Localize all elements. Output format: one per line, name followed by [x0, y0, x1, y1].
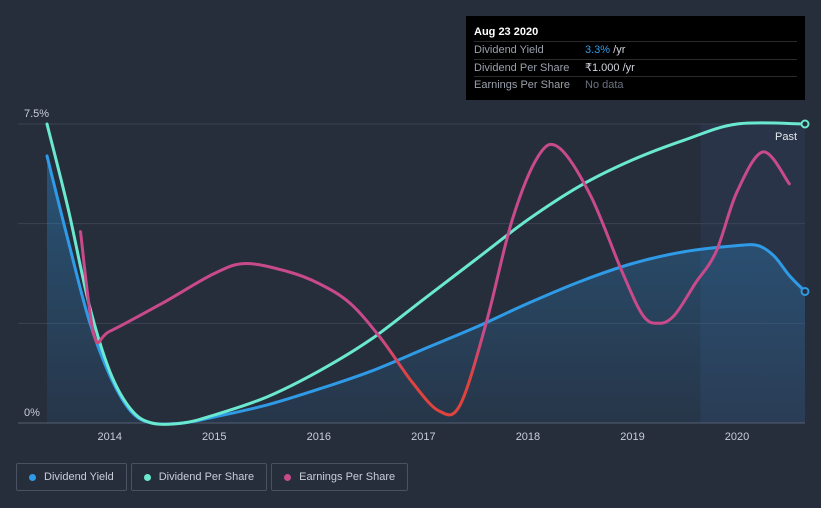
tooltip-label: Dividend Per Share: [474, 61, 570, 74]
series-line-dividend-per-share: [45, 121, 807, 426]
tooltip-row-dividend-yield: Dividend Yield 3.3% /yr: [474, 41, 797, 59]
legend-item-dividend-yield[interactable]: Dividend Yield: [16, 463, 127, 491]
past-label: Past: [775, 131, 797, 143]
series-area-dividend-yield: [47, 155, 805, 425]
legend-item-dividend-per-share[interactable]: Dividend Per Share: [130, 463, 268, 491]
series-end-marker: [800, 119, 810, 129]
tooltip-row-earnings-per-share: Earnings Per Share No data: [474, 76, 797, 94]
tooltip-row-dividend-per-share: Dividend Per Share ₹1.000 /yr: [474, 58, 797, 77]
tooltip-label: Dividend Yield: [474, 44, 544, 56]
tooltip-value: ₹1.000 /yr: [585, 61, 635, 74]
x-tick-label: 2016: [307, 431, 331, 443]
x-tick-label: 2017: [411, 431, 435, 443]
x-tick-label: 2015: [202, 431, 226, 443]
tooltip-value: No data: [585, 79, 624, 91]
legend-label: Earnings Per Share: [299, 471, 396, 483]
legend-dot-icon: [29, 473, 36, 481]
tooltip-value: 3.3% /yr: [585, 44, 626, 56]
tooltip: Aug 23 2020 Dividend Yield 3.3% /yr Divi…: [466, 16, 805, 100]
tooltip-label: Earnings Per Share: [474, 79, 570, 91]
legend-dot-icon: [284, 473, 292, 481]
series-end-marker: [800, 286, 810, 296]
y-tick-label: 0%: [24, 407, 40, 419]
legend: Dividend Yield Dividend Per Share Earnin…: [16, 463, 409, 491]
legend-dot-icon: [143, 473, 151, 481]
y-tick-label: 7.5%: [24, 108, 49, 120]
series-line-earnings-per-share: [79, 142, 791, 417]
x-tick-label: 2014: [97, 431, 121, 443]
x-tick-label: 2020: [725, 431, 749, 443]
legend-label: Dividend Yield: [44, 471, 114, 483]
x-tick-label: 2018: [516, 431, 540, 443]
x-tick-label: 2019: [620, 431, 644, 443]
tooltip-date: Aug 23 2020: [474, 26, 539, 38]
legend-label: Dividend Per Share: [158, 471, 255, 483]
legend-item-earnings-per-share[interactable]: Earnings Per Share: [271, 463, 409, 491]
